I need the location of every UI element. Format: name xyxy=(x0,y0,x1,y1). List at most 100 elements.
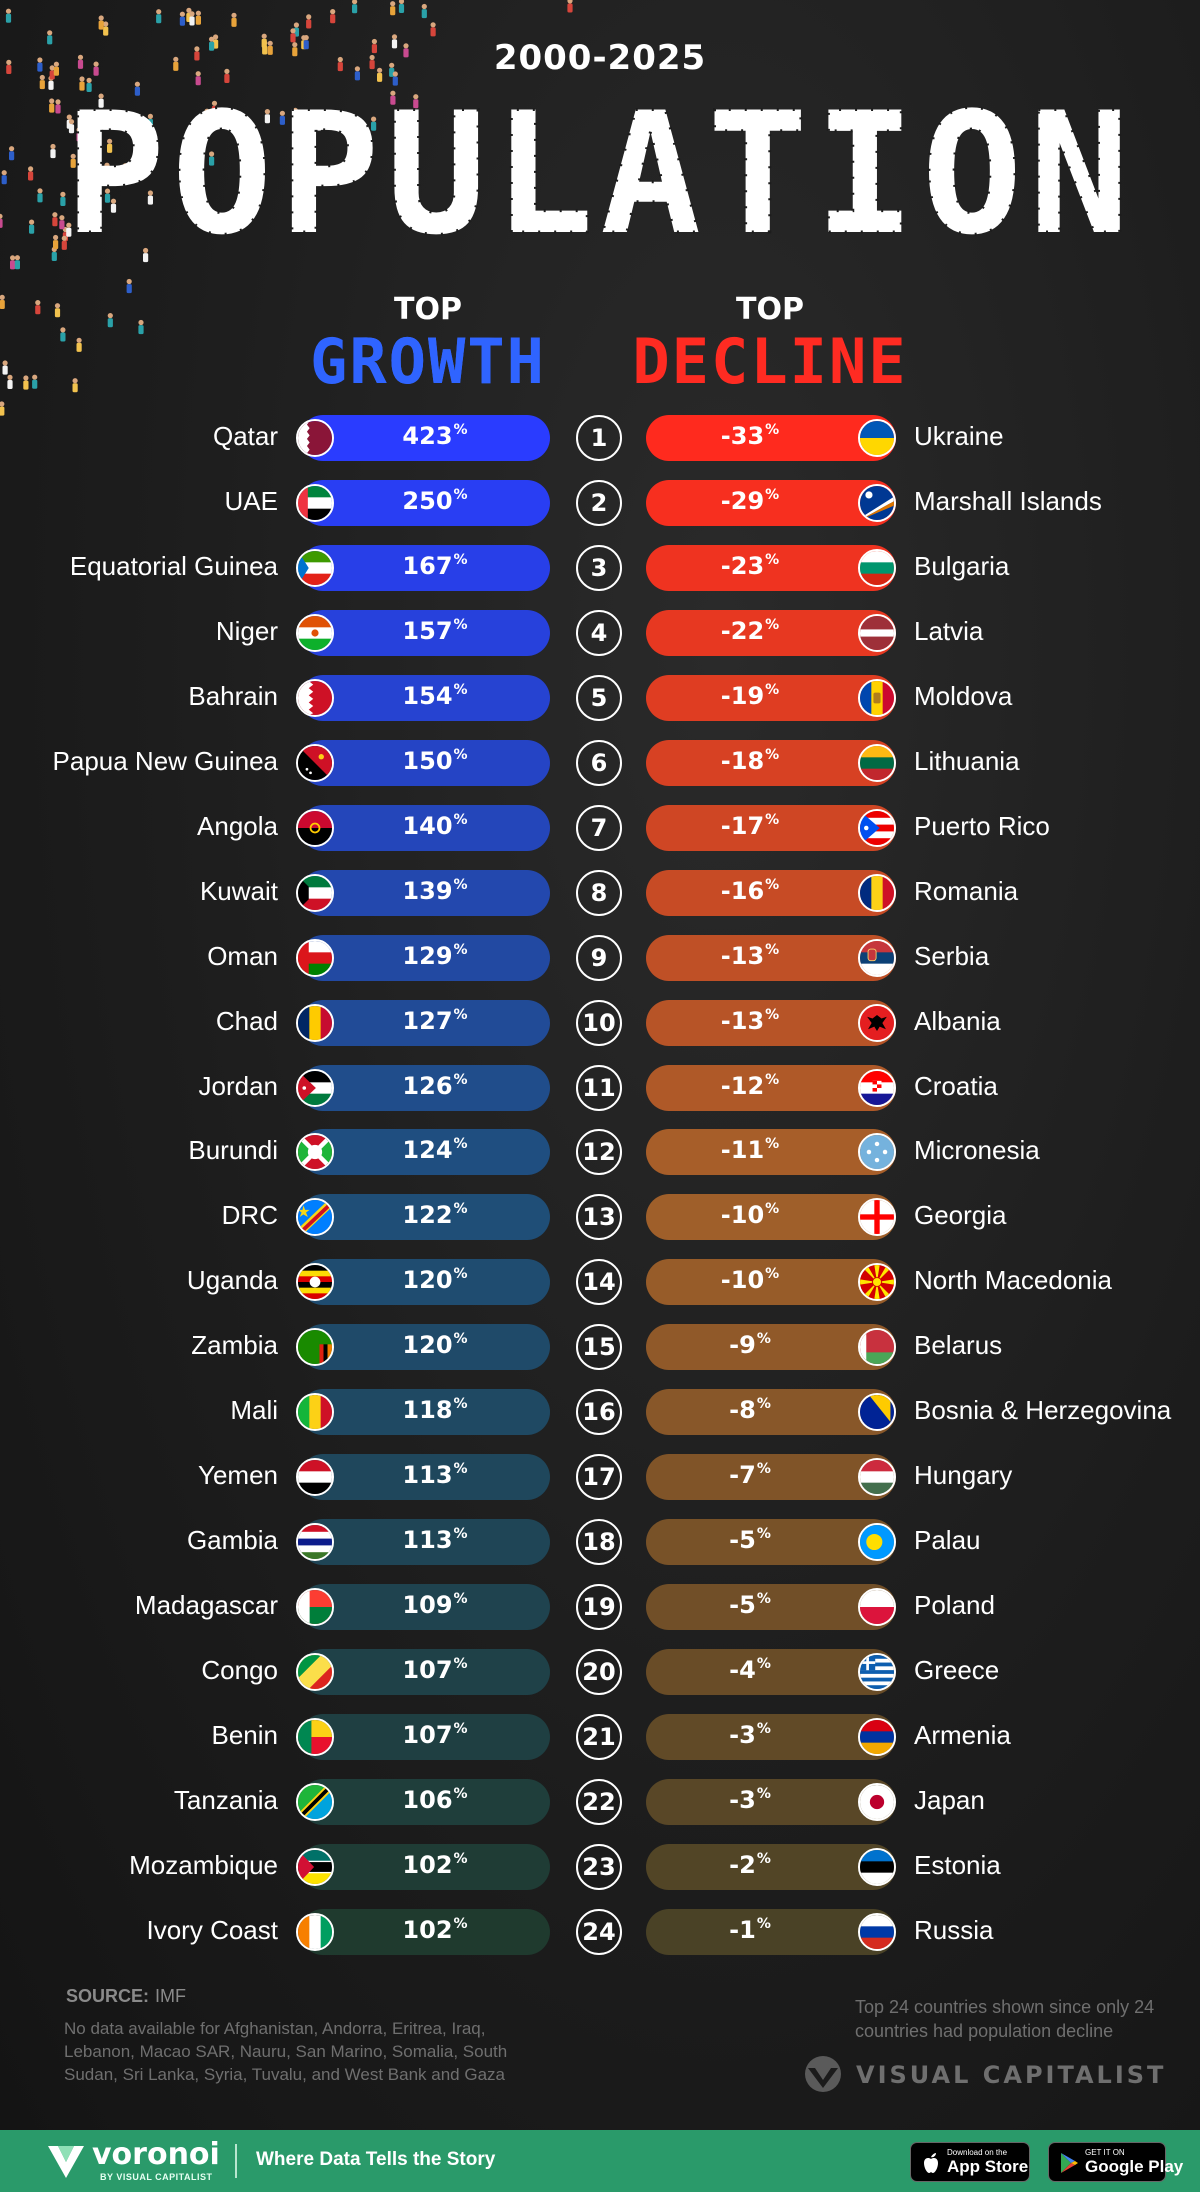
growth-country-name: Madagascar xyxy=(134,1590,278,1620)
decline-bar xyxy=(646,1649,896,1695)
growth-value-number: 154 xyxy=(402,682,453,710)
decline-country-name: Croatia xyxy=(914,1071,998,1101)
decline-bar xyxy=(646,740,896,786)
growth-value: 250% xyxy=(345,487,525,515)
percent-sign: % xyxy=(765,812,780,828)
russia-flag-icon xyxy=(858,1913,896,1951)
person-figure xyxy=(61,235,67,250)
percent-sign: % xyxy=(756,1331,771,1347)
rank-badge: 17 xyxy=(576,1454,622,1500)
person-figure xyxy=(68,119,75,134)
decline-bar xyxy=(646,1454,896,1500)
decline-bar xyxy=(646,1779,896,1825)
growth-country-name: Congo xyxy=(201,1655,278,1685)
person-figure xyxy=(211,100,218,115)
growth-bar xyxy=(300,1065,550,1111)
growth-country-name: Zambia xyxy=(191,1330,278,1360)
person-figure xyxy=(213,34,219,49)
rank-badge: 18 xyxy=(576,1519,622,1565)
rank-badge: 11 xyxy=(576,1065,622,1111)
tanzania-flag-icon xyxy=(296,1783,334,1821)
decline-country-name: Poland xyxy=(914,1590,995,1620)
moldova-flag-icon xyxy=(858,679,896,717)
growth-country-name: Chad xyxy=(215,1006,278,1036)
burundi-flag-icon xyxy=(296,1133,334,1171)
person-figure xyxy=(7,374,13,389)
bulgaria-flag-icon xyxy=(858,549,896,587)
zambia-flag-icon xyxy=(296,1328,334,1366)
percent-sign: % xyxy=(453,1526,468,1542)
decline-bar xyxy=(646,1129,896,1175)
decline-country-name: Estonia xyxy=(914,1850,1001,1880)
voronoi-logo[interactable]: voronoi BY VISUAL CAPITALIST xyxy=(44,2137,220,2184)
person-figure xyxy=(147,113,153,128)
percent-sign: % xyxy=(453,747,468,763)
footer-divider xyxy=(235,2144,237,2178)
publisher-name: VISUAL CAPITALIST xyxy=(856,2061,1167,2089)
decline-top-label: TOP xyxy=(736,292,804,327)
person-figure xyxy=(122,163,128,178)
uae-flag-icon xyxy=(296,484,334,522)
decline-value-number: -9 xyxy=(729,1331,756,1359)
table-row: Papua New Guinea 150% 6 -18% Lithuania xyxy=(0,740,1200,786)
person-figure xyxy=(337,56,343,72)
person-figure xyxy=(59,215,65,230)
madagascar-flag-icon xyxy=(296,1588,334,1626)
decline-bar xyxy=(646,415,896,461)
rank-badge: 16 xyxy=(576,1389,622,1435)
person-figure xyxy=(391,34,398,49)
decline-bar xyxy=(646,935,896,981)
decline-country-name: North Macedonia xyxy=(914,1265,1112,1295)
growth-value-number: 106 xyxy=(402,1786,453,1814)
person-figure xyxy=(377,67,383,82)
person-figure xyxy=(0,294,5,309)
growth-country-name: Benin xyxy=(211,1720,279,1750)
person-figure xyxy=(292,42,298,57)
latvia-flag-icon xyxy=(858,614,896,652)
decline-column-header: TOP DECLINE xyxy=(630,292,910,395)
percent-sign: % xyxy=(765,682,780,698)
table-row: Yemen 113% 17 -7% Hungary xyxy=(0,1454,1200,1500)
decline-value: -10% xyxy=(660,1201,840,1229)
decline-country-name: Puerto Rico xyxy=(914,811,1050,841)
growth-value-number: 120 xyxy=(402,1331,453,1359)
table-row: Burundi 124% 12 -11% Micronesia xyxy=(0,1129,1200,1175)
person-figure xyxy=(32,374,38,389)
decline-value: -12% xyxy=(660,1072,840,1100)
person-figure xyxy=(292,107,298,122)
growth-value-number: 122 xyxy=(402,1201,453,1229)
person-figure xyxy=(52,212,58,227)
growth-bar xyxy=(300,1129,550,1175)
rank-badge: 20 xyxy=(576,1649,622,1695)
google-play-icon xyxy=(1061,2153,1078,2173)
table-row: Niger 157% 4 -22% Latvia xyxy=(0,610,1200,656)
rank-badge: 7 xyxy=(576,805,622,851)
growth-value-number: 109 xyxy=(402,1591,453,1619)
percent-sign: % xyxy=(765,1266,780,1282)
greece-flag-icon xyxy=(858,1653,896,1691)
person-figure xyxy=(390,90,396,105)
decline-value-number: -11 xyxy=(720,1136,765,1164)
decline-country-name: Bosnia & Herzegovina xyxy=(914,1395,1172,1425)
table-row: UAE 250% 2 -29% Marshall Islands xyxy=(0,480,1200,526)
decline-value-number: -22 xyxy=(720,617,765,645)
percent-sign: % xyxy=(765,1072,780,1088)
google-play-button[interactable]: GET IT ON Google Play xyxy=(1048,2142,1183,2182)
percent-sign: % xyxy=(765,552,780,568)
person-figure xyxy=(390,1,396,16)
percent-sign: % xyxy=(765,1007,780,1023)
rank-badge: 19 xyxy=(576,1584,622,1630)
person-figure xyxy=(110,198,117,213)
growth-country-name: Qatar xyxy=(212,421,278,451)
growth-bar xyxy=(300,870,550,916)
person-figure xyxy=(98,15,104,30)
google-play-small-text: GET IT ON xyxy=(1085,2148,1125,2157)
person-figure xyxy=(204,116,210,131)
growth-country-name: DRC xyxy=(221,1200,278,1230)
decline-bar xyxy=(646,1909,896,1955)
growth-value-number: 102 xyxy=(402,1916,453,1944)
person-figure xyxy=(371,38,377,54)
app-store-button[interactable]: Download on the App Store xyxy=(910,2142,1030,2182)
growth-value-number: 120 xyxy=(402,1266,453,1294)
person-figure xyxy=(209,36,215,51)
